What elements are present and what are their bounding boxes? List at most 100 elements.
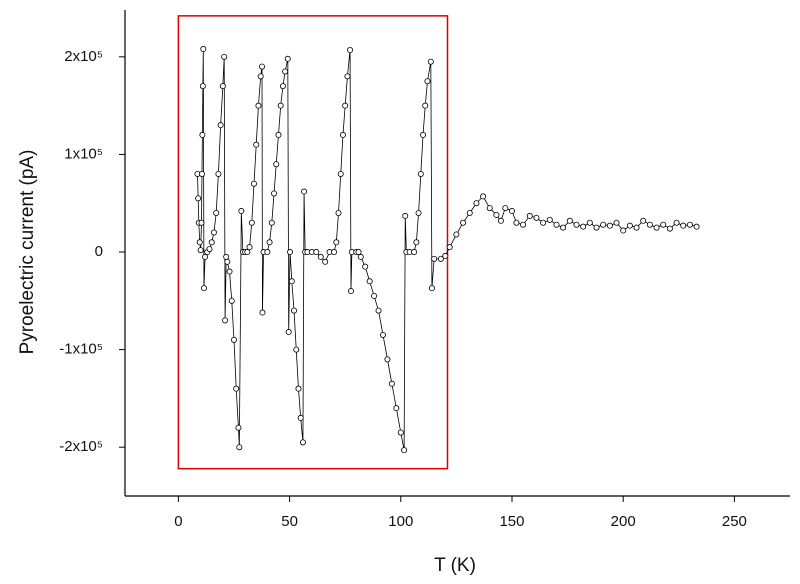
- data-point: [202, 253, 209, 260]
- data-point: [626, 222, 633, 229]
- data-point: [411, 249, 418, 256]
- x-tick-label: 200: [611, 513, 636, 530]
- data-point: [264, 249, 271, 256]
- data-point: [199, 131, 206, 138]
- data-point: [347, 47, 354, 54]
- data-point: [342, 102, 349, 109]
- data-point: [291, 307, 298, 314]
- data-point: [420, 131, 427, 138]
- data-point: [206, 246, 213, 253]
- data-point: [253, 141, 260, 148]
- data-point: [393, 405, 400, 412]
- data-point: [197, 247, 204, 254]
- data-point: [266, 239, 273, 246]
- data-point: [533, 214, 540, 221]
- data-point: [233, 385, 240, 392]
- data-point: [238, 208, 245, 215]
- data-point: [337, 170, 344, 177]
- data-point: [593, 224, 600, 231]
- data-point: [553, 221, 560, 228]
- data-point: [226, 268, 233, 275]
- data-point: [275, 131, 282, 138]
- data-point: [586, 219, 593, 226]
- data-point: [250, 180, 257, 187]
- data-point: [200, 46, 207, 53]
- data-point: [357, 253, 364, 260]
- y-axis-label: Pyroelectric current (pA): [17, 150, 38, 355]
- data-point: [422, 102, 429, 109]
- data-point: [415, 209, 422, 216]
- data-point: [271, 190, 278, 197]
- data-point: [228, 297, 235, 304]
- data-point: [322, 258, 329, 265]
- data-point: [210, 229, 217, 236]
- data-point: [520, 221, 527, 228]
- data-point: [279, 83, 286, 90]
- x-tick-label: 250: [722, 513, 747, 530]
- data-point: [673, 219, 680, 226]
- y-tick-label: 1x10⁵: [64, 145, 103, 162]
- data-point: [217, 122, 224, 129]
- data-point: [453, 231, 460, 238]
- data-point: [288, 278, 295, 285]
- data-point: [600, 221, 607, 228]
- data-point: [224, 258, 231, 265]
- data-point: [273, 161, 280, 168]
- data-point: [196, 239, 203, 246]
- data-point: [413, 239, 420, 246]
- x-axis-label: T (K): [434, 555, 476, 576]
- data-point: [388, 380, 395, 387]
- data-point: [573, 221, 580, 228]
- data-point: [299, 439, 306, 446]
- x-tick-label: 150: [499, 513, 524, 530]
- x-tick-label: 100: [388, 513, 413, 530]
- data-point: [268, 219, 275, 226]
- data-point: [446, 244, 453, 251]
- data-point: [362, 263, 369, 270]
- data-point: [235, 424, 242, 431]
- data-point: [417, 170, 424, 177]
- data-point: [198, 219, 205, 226]
- data-point: [259, 63, 266, 70]
- data-point: [502, 205, 509, 212]
- data-point: [497, 217, 504, 224]
- data-point: [606, 222, 613, 229]
- data-point: [493, 211, 500, 218]
- data-point: [277, 102, 284, 109]
- data-point: [282, 68, 289, 75]
- data-point: [653, 224, 660, 231]
- data-point: [244, 249, 251, 256]
- data-point: [486, 205, 493, 212]
- data-point: [355, 249, 362, 256]
- data-point: [384, 356, 391, 363]
- data-point: [236, 444, 243, 451]
- data-point: [199, 83, 206, 90]
- data-point: [255, 102, 262, 109]
- data-point: [640, 217, 647, 224]
- y-tick-label: -2x10⁵: [59, 438, 103, 455]
- data-point: [442, 252, 449, 259]
- data-point: [560, 224, 567, 231]
- data-point: [313, 249, 320, 256]
- data-point: [508, 208, 515, 215]
- data-point: [437, 255, 444, 262]
- data-point: [219, 83, 226, 90]
- data-point: [460, 219, 467, 226]
- data-point: [513, 219, 520, 226]
- x-tick-label: 50: [281, 513, 298, 530]
- data-point: [401, 447, 408, 454]
- data-point: [208, 239, 215, 246]
- data-point: [213, 209, 220, 216]
- data-point: [580, 223, 587, 230]
- data-point: [546, 216, 553, 223]
- data-point: [680, 222, 687, 229]
- data-point: [259, 309, 266, 316]
- data-point: [221, 53, 228, 60]
- data-point: [480, 193, 487, 200]
- highlight-box: [177, 15, 449, 470]
- data-point: [230, 336, 237, 343]
- data-point: [526, 212, 533, 219]
- data-point: [347, 288, 354, 295]
- data-point: [222, 317, 229, 324]
